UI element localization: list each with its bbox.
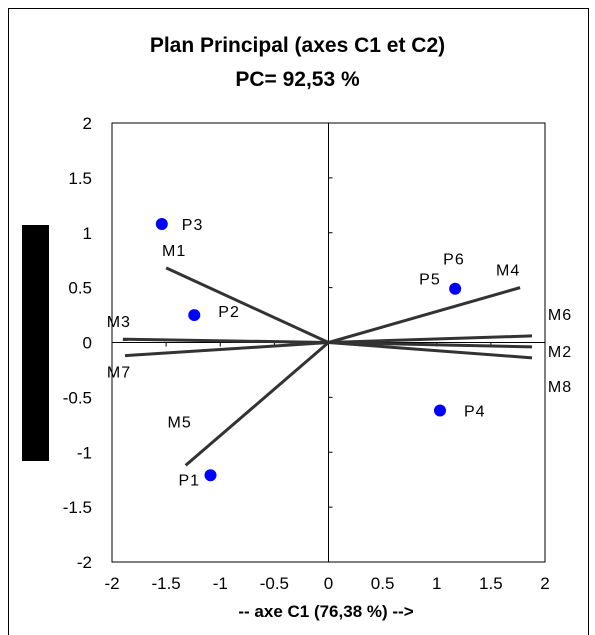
y-tick-label: 2 <box>83 114 92 133</box>
chart-title: Plan Principal (axes C1 et C2) <box>149 34 446 57</box>
y-tick-label: -1 <box>77 443 92 462</box>
vector-label: M1 <box>162 243 186 260</box>
x-tick-label: -1 <box>213 574 228 593</box>
vector-m6 <box>328 334 533 344</box>
vector-label: M4 <box>496 263 520 280</box>
vector-label: M8 <box>548 379 572 396</box>
point-label: P6 <box>443 252 465 269</box>
vector-label: M7 <box>107 365 131 382</box>
x-tick-label: 1.5 <box>479 574 503 593</box>
point-label: P4 <box>464 404 486 421</box>
x-tick-label: 0.5 <box>371 574 395 593</box>
vector-m3 <box>122 337 329 344</box>
y-tick-labels: 2 1.5 1 0.5 0 -0.5 -1 -1.5 -2 <box>63 114 92 572</box>
vector-m7 <box>124 341 329 358</box>
vector-label: M3 <box>107 314 131 331</box>
x-tick-labels: -2 -1.5 -1 -0.5 0 0.5 1 1.5 2 <box>104 574 549 593</box>
vector-m5 <box>184 341 330 467</box>
x-tick-label: -2 <box>104 574 119 593</box>
vector-label: M6 <box>548 307 572 324</box>
point-marker <box>433 404 446 417</box>
point-label: P3 <box>182 217 204 234</box>
y-tick-label: -0.5 <box>63 388 92 407</box>
point-marker <box>204 469 217 482</box>
y-tick-label: -1.5 <box>63 498 92 517</box>
vector-label: M5 <box>167 414 191 431</box>
chart-frame <box>8 8 589 635</box>
point-marker <box>155 217 168 230</box>
y-tick-label: 1 <box>83 224 92 243</box>
chart-subtitle: PC= 92,53 % <box>235 68 360 91</box>
y-tick-label: 1.5 <box>68 169 92 188</box>
x-axis-label: -- axe C1 (76,38 %) --> <box>238 602 414 621</box>
vector-group: M1 M3 M7 M5 M4 M6 M2 M8 <box>107 243 572 467</box>
vector-m4 <box>328 286 521 344</box>
x-tick-label: 0 <box>324 574 333 593</box>
point-marker <box>188 309 201 322</box>
y-tick-label: 0 <box>83 334 92 353</box>
point-label: P1 <box>179 472 201 489</box>
x-tick-label: 2 <box>540 574 549 593</box>
black-occluding-bar <box>22 225 49 461</box>
y-tick-label: -2 <box>77 553 92 572</box>
vector-m1 <box>165 266 330 344</box>
x-tick-label: 1 <box>432 574 441 593</box>
y-tick-label: 0.5 <box>68 279 92 298</box>
x-tick-label: -0.5 <box>260 574 289 593</box>
point-label: P5 <box>419 272 441 289</box>
point-label: P2 <box>218 304 240 321</box>
vector-m2 <box>328 341 533 349</box>
vector-label: M2 <box>548 344 572 361</box>
x-tick-label: -1.5 <box>151 574 180 593</box>
vector-m8 <box>328 341 533 360</box>
point-marker <box>449 282 462 295</box>
